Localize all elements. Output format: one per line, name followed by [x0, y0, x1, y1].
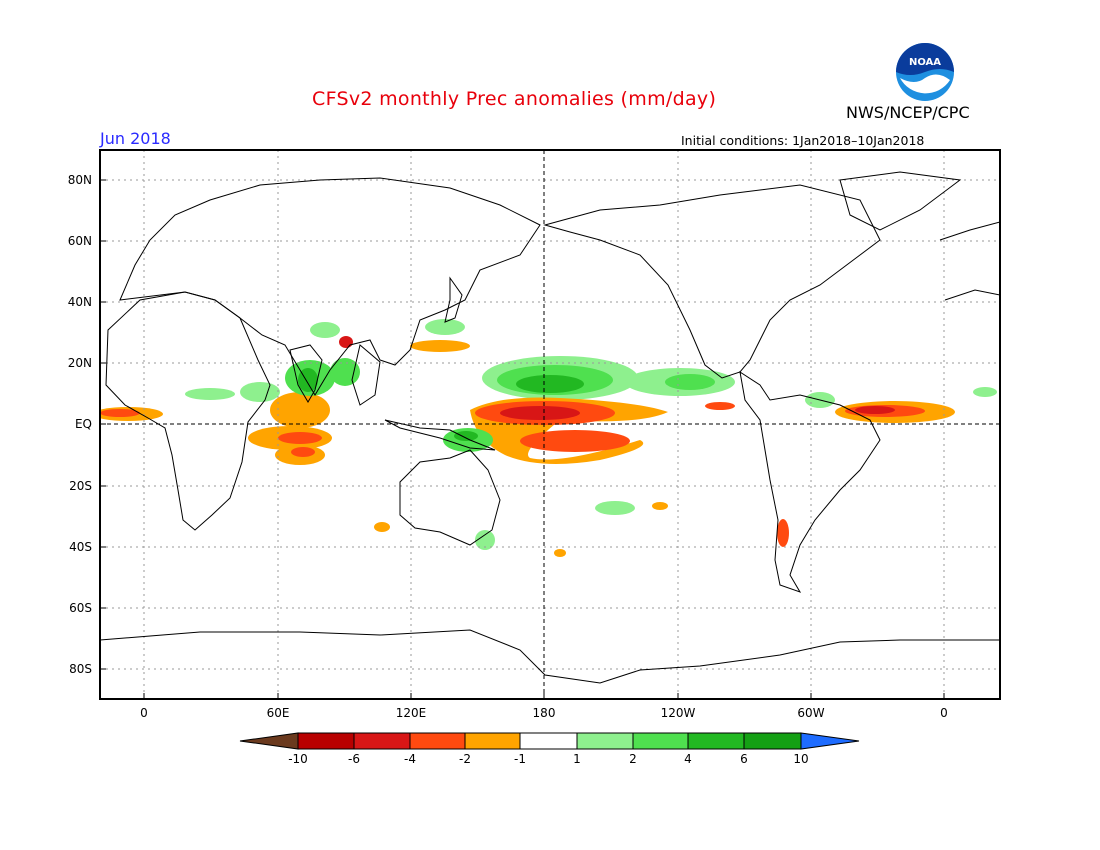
lon-label: 120E: [395, 706, 427, 720]
indonesia-outline: [384, 419, 496, 451]
colorbar-high-arrow: [800, 732, 860, 750]
west-africa-outline: [944, 289, 1000, 301]
colorbar-label: -10: [288, 752, 308, 766]
anomaly-region: [500, 406, 580, 420]
europe-east-outline: [939, 221, 1000, 241]
anomaly-region: [454, 431, 478, 441]
coastlines: [100, 171, 1000, 684]
colorbar-label: -1: [514, 752, 526, 766]
anomaly-region: [298, 368, 318, 392]
anomaly-region: [475, 530, 495, 550]
initial-conditions: Initial conditions: 1Jan2018–10Jan2018: [681, 133, 924, 148]
anomaly-region: [240, 382, 280, 402]
lon-label: 60W: [797, 706, 825, 720]
map-title: CFSv2 monthly Prec anomalies (mm/day): [312, 88, 717, 110]
japan-outline: [444, 276, 463, 323]
anomaly-shading: [100, 319, 997, 557]
colorbar: [239, 732, 860, 750]
colorbar-box: [464, 732, 521, 750]
anomaly-region: [425, 319, 465, 335]
axis-ticks: [100, 179, 945, 699]
lat-label: 40N: [67, 295, 92, 309]
anomaly-region: [554, 549, 566, 557]
lon-label: 60E: [266, 706, 290, 720]
lat-label: 20N: [67, 356, 92, 370]
lat-label: 80S: [69, 662, 92, 676]
initial-conditions-label: Initial conditions:: [681, 133, 789, 148]
lon-label: 0: [940, 706, 948, 720]
anomaly-region: [310, 322, 340, 338]
anomaly-region: [652, 502, 668, 510]
colorbar-box: [632, 732, 689, 750]
anomaly-region: [516, 375, 584, 393]
anomaly-region: [410, 340, 470, 352]
colorbar-label: -4: [404, 752, 416, 766]
anomaly-region: [339, 336, 353, 348]
anomaly-region: [855, 406, 895, 414]
lat-label: 60S: [69, 601, 92, 615]
reference-lines: [100, 150, 1000, 699]
colorbar-box: [743, 732, 802, 750]
lon-label: 120W: [660, 706, 696, 720]
lat-label: 20S: [69, 479, 92, 493]
valid-month: Jun 2018: [100, 129, 171, 148]
anomaly-region: [665, 374, 715, 390]
colorbar-label: 10: [793, 752, 809, 766]
colorbar-label: -2: [459, 752, 471, 766]
colorbar-box: [409, 732, 466, 750]
anomaly-region: [595, 501, 635, 515]
colorbar-box: [519, 732, 578, 750]
colorbar-label: 1: [573, 752, 581, 766]
antarctica-outline: [100, 629, 1000, 684]
greenland-outline: [839, 171, 962, 231]
north-america-outline: [543, 184, 881, 379]
anomaly-region: [100, 409, 140, 417]
lat-label: 80N: [67, 173, 92, 187]
australia-outline: [399, 449, 501, 546]
anomaly-region: [777, 519, 789, 547]
anomaly-region: [973, 387, 997, 397]
lon-label: 0: [140, 706, 148, 720]
colorbar-box: [353, 732, 411, 750]
colorbar-label: 2: [629, 752, 637, 766]
colorbar-box: [297, 732, 355, 750]
lat-label: 40S: [69, 540, 92, 554]
anomaly-region: [520, 430, 630, 452]
colorbar-label: 4: [684, 752, 692, 766]
lat-label: 60N: [67, 234, 92, 248]
anomaly-region: [374, 522, 390, 532]
colorbar-box: [687, 732, 745, 750]
anomaly-region: [291, 447, 315, 457]
india-outline: [289, 344, 323, 403]
anomaly-region: [270, 392, 330, 428]
colorbar-label: -6: [348, 752, 360, 766]
initial-conditions-value: 1Jan2018–10Jan2018: [792, 133, 925, 148]
indochina-outline: [351, 344, 381, 406]
anomaly-region: [705, 402, 735, 410]
eurasia-outline: [119, 177, 541, 396]
logo-text: NOAA: [909, 57, 941, 68]
colorbar-low-arrow: [239, 732, 299, 750]
lat-label: EQ: [74, 417, 92, 431]
anomaly-region: [330, 358, 360, 386]
south-america-outline: [739, 370, 881, 593]
colorbar-box: [576, 732, 634, 750]
noaa-logo: NOAA: [895, 42, 955, 102]
colorbar-label: 6: [740, 752, 748, 766]
anomaly-region: [278, 432, 322, 444]
anomaly-region: [185, 388, 235, 400]
lon-label: 180: [532, 706, 556, 720]
grid-lines: [100, 150, 1000, 699]
agency-label: NWS/NCEP/CPC: [846, 103, 970, 122]
